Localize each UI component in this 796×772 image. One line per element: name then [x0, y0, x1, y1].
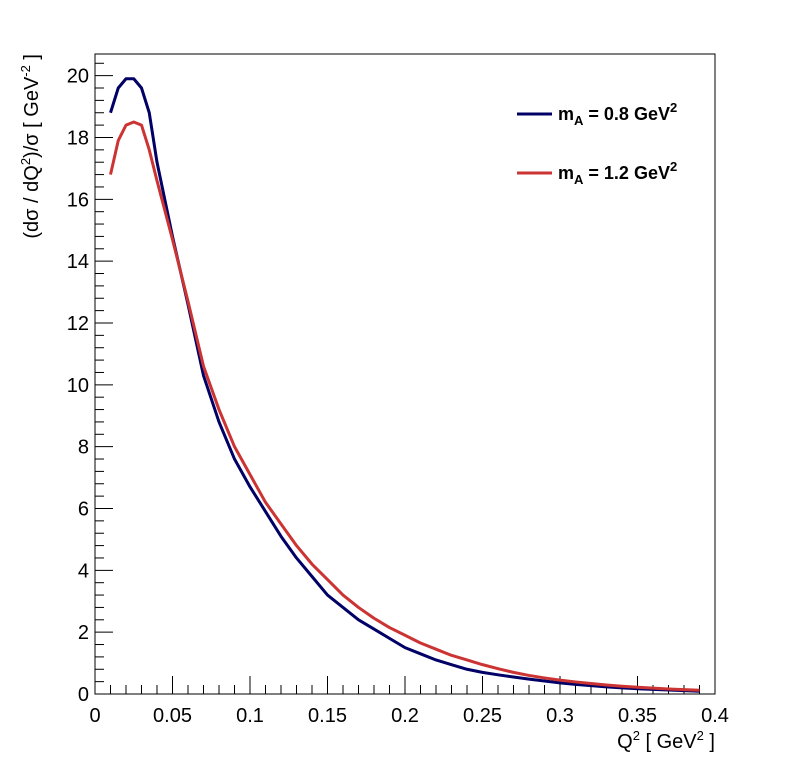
x-tick-label: 0.3 [546, 705, 574, 727]
x-tick-label: 0.35 [618, 705, 657, 727]
x-tick-label: 0.1 [236, 705, 264, 727]
x-tick-label: 0.05 [153, 705, 192, 727]
y-tick-label: 14 [67, 251, 89, 273]
y-tick-label: 16 [67, 189, 89, 211]
series-lines [109, 77, 700, 693]
plot-frame [94, 53, 716, 695]
y-tick-label: 0 [78, 684, 89, 706]
legend-label-series-1: mA = 0.8 GeV2 [558, 100, 677, 128]
x-tick-label: 0.25 [463, 705, 502, 727]
x-axis-ticks: 0 0.05 0.1 0.15 0.2 0.25 0.3 0.35 0.4 [89, 676, 729, 727]
x-tick-label: 0.2 [391, 705, 419, 727]
x-tick-label: 0.4 [701, 705, 729, 727]
y-tick-label: 10 [67, 375, 89, 397]
y-tick-label: 4 [78, 560, 89, 582]
y-tick-label: 20 [67, 66, 89, 88]
legend-label-series-2: mA = 1.2 GeV2 [558, 159, 677, 187]
x-tick-label: 0 [89, 705, 100, 727]
y-tick-label: 8 [78, 437, 89, 459]
x-axis-title: Q2 [ GeV2 ] [617, 728, 715, 753]
y-tick-label: 2 [78, 622, 89, 644]
y-tick-label: 18 [67, 127, 89, 149]
y-axis-title: (dσ / dQ2)/σ [ GeV-2 ] [18, 54, 43, 239]
series-line-2 [109, 120, 700, 692]
x-tick-label: 0.15 [308, 705, 347, 727]
legend: mA = 0.8 GeV2 mA = 1.2 GeV2 [517, 100, 677, 187]
y-tick-label: 12 [67, 313, 89, 335]
y-axis-ticks: 0 2 4 6 8 10 12 14 16 18 20 [67, 62, 113, 706]
y-tick-label: 6 [78, 498, 89, 520]
